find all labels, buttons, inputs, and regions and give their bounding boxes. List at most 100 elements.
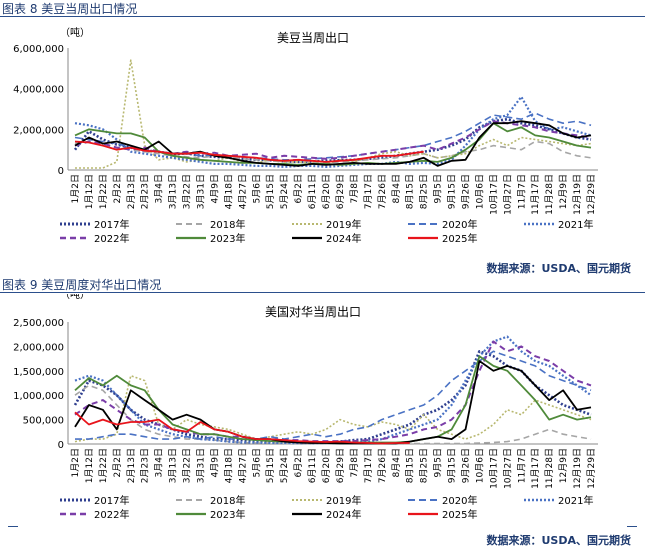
x-tick-label: 5月6日 [251,448,262,477]
x-tick-label: 1月12日 [84,448,95,483]
x-tick-label: 3月31日 [196,174,207,209]
y-tick-label: 2,000,000 [13,125,64,136]
series-line-2025年 [74,411,410,445]
x-tick-label: 12月29日 [586,174,597,215]
x-tick-label: 3月22日 [182,174,193,209]
x-tick-label: 9月5日 [433,174,444,203]
x-tick-label: 5月15日 [265,174,276,209]
data-source-note: 数据来源：USDA、国元期货 [486,262,632,275]
x-tick-label: 8月15日 [405,448,416,483]
x-tick-label: 10月6日 [474,448,485,483]
x-tick-label: 4月9日 [209,448,220,477]
corner-mark [8,526,18,527]
x-tick-label: 11月7日 [516,448,527,483]
x-tick-label: 2月23日 [140,174,151,209]
y-tick-label: 500,000 [23,416,64,427]
x-tick-label: 1月12日 [84,174,95,209]
series-line-2021年 [74,335,592,445]
legend-label: 2019年 [326,494,361,507]
legend-label: 2019年 [326,218,361,231]
x-tick-label: 12月9日 [558,174,569,209]
unit-label: （吨） [60,294,90,301]
chart-title: 美豆当周出口 [277,31,349,45]
x-tick-label: 8月25日 [419,174,430,209]
x-tick-label: 6月11日 [307,174,318,209]
series-line-2024年 [74,120,592,167]
x-tick-label: 7月8日 [349,174,360,203]
legend-label: 2020年 [442,494,477,507]
series-line-2017年 [73,350,592,445]
x-tick-label: 1月22日 [98,448,109,483]
x-tick-label: 2月2日 [112,448,123,477]
china-export-weekly-chart: 美国对华当周出口 （吨） 0 500,000 1,000,000 1,500,000 2,0… [13,294,598,521]
caption-rule [0,16,645,17]
x-tick-label: 10月6日 [474,174,485,209]
series-line-2018年 [74,384,592,445]
x-tick-label: 2月23日 [140,448,151,483]
legend-label: 2023年 [210,508,245,521]
x-tick-label: 8月4日 [391,448,402,477]
figure-caption: 图表 8 美豆当周出口情况 [2,2,138,16]
chart-title: 美国对华当周出口 [265,305,361,319]
x-tick-label: 4月9日 [209,174,220,203]
legend-label: 2025年 [442,232,477,245]
x-tick-label: 9月26日 [461,174,472,209]
x-tick-label: 11月28日 [544,174,555,215]
x-tick-label: 6月29日 [335,174,346,209]
y-tick-label: 2,500,000 [13,318,64,329]
x-tick-label: 9月26日 [461,448,472,483]
legend-label: 2023年 [210,232,245,245]
x-tick-label: 6月2日 [293,174,304,203]
legend-label: 2018年 [210,218,245,231]
x-tick-label: 12月19日 [572,174,583,215]
x-tick-label: 3月31日 [196,448,207,483]
x-tick-label: 11月7日 [516,174,527,209]
series-line-2022年 [74,340,592,443]
y-tick-label: 2,000,000 [13,342,64,353]
legend-label: 2017年 [94,218,129,231]
x-tick-label: 10月17日 [488,448,499,489]
x-tick-label: 10月17日 [488,174,499,215]
legend-label: 2024年 [326,508,361,521]
x-tick-label: 10月27日 [502,448,513,489]
series-line-2020年 [75,350,592,440]
x-tick-label: 5月6日 [251,174,262,203]
x-tick-label: 3月13日 [168,174,179,209]
legend-label: 2020年 [442,218,477,231]
x-tick-label: 4月27日 [237,174,248,209]
x-tick-label: 9月5日 [433,448,444,477]
legend-label: 2021年 [558,218,593,231]
x-tick-label: 7月26日 [377,174,388,209]
data-source-note: 数据来源：USDA、国元期货 [486,534,632,547]
figure-caption: 图表 9 美豆周度对华出口情况 [2,278,162,292]
x-tick-label: 9月15日 [447,448,458,483]
legend-label: 2025年 [442,508,477,521]
x-tick-label: 6月11日 [307,448,318,483]
x-tick-label: 7月8日 [349,448,360,477]
y-tick-label: 0 [58,440,64,451]
series-line-2021年 [74,95,592,168]
x-tick-label: 3月13日 [168,448,179,483]
x-tick-label: 5月24日 [279,174,290,209]
legend-label: 2018年 [210,494,245,507]
x-tick-label: 4月27日 [237,448,248,483]
x-tick-label: 4月18日 [223,174,234,209]
x-tick-label: 11月17日 [530,448,541,489]
x-tick-label: 3月22日 [182,448,193,483]
x-tick-label: 7月26日 [377,448,388,483]
unit-label: （吨） [60,26,90,39]
x-tick-label: 2月13日 [126,448,137,483]
series-line-2019年 [74,374,592,443]
x-tick-label: 11月17日 [530,174,541,215]
x-tick-label: 2月2日 [112,174,123,203]
x-tick-label: 6月20日 [321,448,332,483]
x-tick-label: 6月2日 [293,448,304,477]
series-line-2022年 [74,120,592,160]
series-line-2017年 [73,117,592,164]
x-tick-label: 8月25日 [419,448,430,483]
x-tick-label: 10月27日 [502,174,513,215]
x-tick-label: 1月22日 [98,174,109,209]
y-tick-label: 1,000,000 [13,391,64,402]
legend-label: 2022年 [94,508,129,521]
y-tick-label: 6,000,000 [13,44,64,55]
